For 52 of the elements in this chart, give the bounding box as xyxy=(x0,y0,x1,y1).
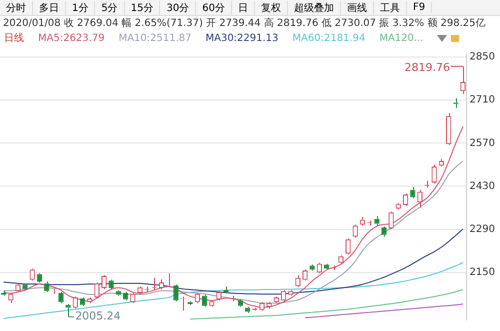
candlestick xyxy=(266,302,272,310)
candlestick xyxy=(94,282,100,299)
chart-subtitle: 日线 xyxy=(4,32,24,45)
annotation: 2005.24 xyxy=(75,310,121,323)
candlestick xyxy=(417,189,422,208)
text: MA5:2623.79 xyxy=(38,32,105,44)
y-tick-label: 2710 xyxy=(470,94,496,106)
candlestick xyxy=(352,224,358,238)
text: 多日 xyxy=(33,0,66,14)
candlestick xyxy=(432,164,437,184)
candlestick xyxy=(238,298,244,308)
text: MA120... xyxy=(379,32,424,44)
y-tick-label: 2570 xyxy=(470,138,496,149)
text: 30分 xyxy=(160,0,196,14)
candlestick xyxy=(388,210,394,230)
y-tick-label: 2850 xyxy=(470,52,496,63)
candlestick xyxy=(30,268,35,282)
text: MA30:2291.13 xyxy=(205,32,278,44)
candlestick xyxy=(310,264,315,271)
text: 画线 xyxy=(340,0,374,14)
text: MA10:2511.87 xyxy=(118,32,192,44)
y-tick-label: 2150 xyxy=(470,266,496,278)
candlestick xyxy=(87,297,92,304)
text: 工具 xyxy=(374,0,407,14)
text: 超级叠加 xyxy=(288,0,341,14)
candlestick xyxy=(58,292,64,304)
candlestick xyxy=(44,281,50,293)
text: 日 xyxy=(232,0,255,14)
text: MA60:2181.94 xyxy=(292,32,366,44)
line-series xyxy=(190,289,464,320)
candlestick xyxy=(381,226,387,238)
text: 15分 xyxy=(124,0,160,14)
text: F9 xyxy=(406,2,432,13)
candlestick xyxy=(324,263,330,270)
candlestick xyxy=(346,238,351,255)
candlestick xyxy=(72,296,78,310)
line-series xyxy=(3,262,464,319)
text: 60分 xyxy=(196,0,232,14)
candlestick xyxy=(402,193,408,206)
candlestick xyxy=(302,269,308,282)
candlestick xyxy=(446,112,452,146)
text: 1分 xyxy=(66,0,96,14)
y-tick-label: 2430 xyxy=(470,180,496,192)
candlestick xyxy=(460,66,466,94)
line-series xyxy=(304,304,464,318)
annotation: 2819.76 xyxy=(404,61,450,74)
text: 复权 xyxy=(254,0,288,14)
chart-title: 2020/01/08 收 2769.04 幅 2.65%(71.37) 开 2739.44 高 2819.76 低 2730.07 振 3.32% 额 298.25亿 xyxy=(2,16,487,31)
candlestick xyxy=(374,216,380,226)
text: 5分 xyxy=(95,0,125,14)
text: 分时 xyxy=(0,0,33,14)
y-tick-label: 2290 xyxy=(470,224,496,235)
